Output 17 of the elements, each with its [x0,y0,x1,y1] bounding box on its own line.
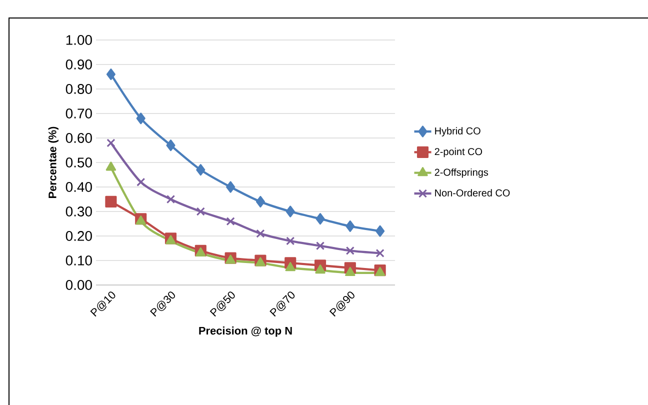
legend-label: 2-point CO [434,148,482,158]
legend-label: 2-Offsprings [434,168,488,178]
y-tick-label: 0.60 [66,133,92,143]
x-axis-title: Precision @ top N [199,326,292,337]
legend-label: Non-Ordered CO [435,189,510,196]
y-tick-label: 0.30 [66,206,92,216]
y-tick-label: 0.10 [66,256,92,266]
y-tick-label: 1.00 [66,35,92,45]
y-tick-label: 0.90 [66,60,92,70]
y-tick-label: 0.20 [66,231,92,241]
y-tick-label: 0.80 [66,84,92,94]
y-tick-label: 0.00 [66,280,92,290]
y-tick-label: 0.40 [66,182,92,192]
y-axis-title: Percentae (%) [48,126,58,198]
y-tick-label: 0.50 [66,158,92,168]
y-tick-label: 0.70 [66,108,92,118]
legend-label: Hybrid CO [435,127,480,136]
